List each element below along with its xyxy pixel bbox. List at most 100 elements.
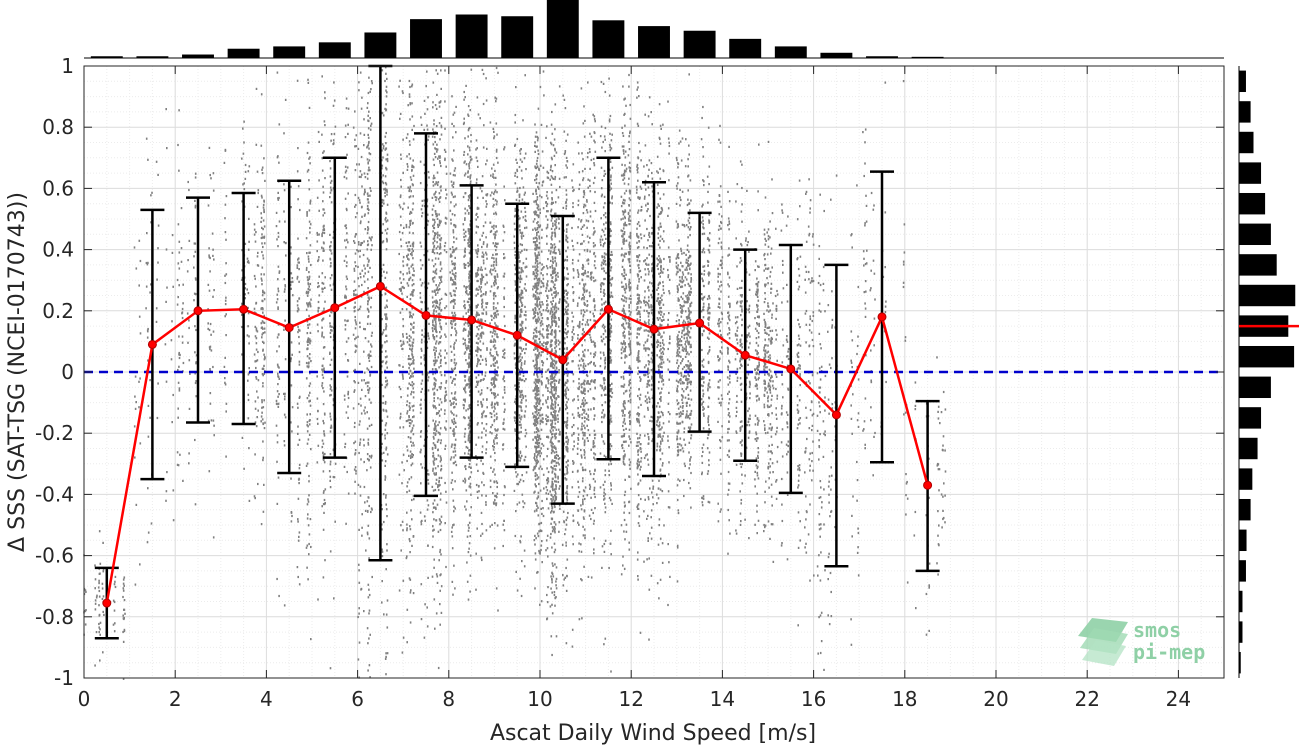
scatter-point: [453, 283, 455, 286]
scatter-point: [494, 339, 496, 342]
scatter-point: [178, 365, 180, 368]
scatter-point: [482, 378, 484, 381]
scatter-point: [275, 399, 278, 402]
scatter-point: [296, 277, 299, 280]
scatter-point: [437, 257, 440, 260]
scatter-point: [330, 262, 332, 265]
scatter-point: [479, 238, 481, 241]
scatter-point: [367, 669, 369, 672]
scatter-point: [398, 385, 401, 389]
scatter-point: [384, 175, 387, 178]
scatter-point: [477, 337, 480, 340]
scatter-point: [536, 174, 538, 177]
scatter-point: [424, 603, 426, 606]
scatter-point: [411, 102, 413, 105]
scatter-point: [537, 435, 539, 438]
scatter-point: [463, 90, 465, 94]
scatter-point: [366, 264, 369, 267]
scatter-point: [360, 587, 363, 590]
scatter-point: [316, 233, 319, 236]
scatter-point: [494, 269, 497, 273]
scatter-point: [368, 398, 371, 401]
scatter-point: [436, 72, 439, 75]
scatter-point: [440, 124, 443, 127]
scatter-point: [406, 511, 408, 514]
scatter-point: [452, 305, 455, 308]
scatter-point: [386, 382, 389, 385]
scatter-point: [255, 348, 258, 351]
scatter-point: [433, 437, 435, 440]
scatter-point: [284, 220, 286, 223]
scatter-point: [307, 283, 310, 286]
scatter-point: [408, 538, 411, 541]
scatter-point: [451, 213, 454, 216]
scatter-point: [453, 111, 456, 114]
scatter-point: [453, 430, 455, 433]
scatter-point: [357, 658, 360, 661]
scatter-point: [493, 284, 496, 287]
scatter-point: [533, 510, 536, 513]
scatter-point: [437, 289, 440, 292]
scatter-point: [264, 421, 266, 424]
scatter-point: [353, 292, 355, 295]
scatter-point: [363, 191, 366, 194]
scatter-point: [322, 259, 324, 262]
scatter-point: [308, 340, 310, 343]
scatter-point: [439, 242, 442, 245]
scatter-point: [305, 308, 308, 311]
scatter-point: [521, 326, 524, 330]
scatter-point: [533, 272, 536, 275]
scatter-point: [464, 160, 466, 163]
scatter-point: [316, 240, 319, 243]
scatter-point: [211, 232, 214, 235]
scatter-point: [519, 352, 522, 355]
scatter-point: [363, 275, 365, 278]
scatter-point: [438, 234, 441, 237]
scatter-point: [299, 208, 301, 212]
scatter-point: [172, 285, 174, 288]
scatter-point: [354, 327, 357, 330]
scatter-point: [535, 145, 538, 148]
scatter-point: [224, 231, 227, 234]
scatter-point: [263, 327, 266, 330]
scatter-point: [427, 96, 429, 99]
scatter-point: [323, 422, 325, 425]
scatter-point: [323, 367, 325, 370]
scatter-point: [433, 387, 436, 390]
scatter-point: [469, 109, 472, 112]
scatter-point: [368, 637, 370, 640]
scatter-point: [329, 430, 332, 433]
scatter-point: [465, 467, 467, 471]
scatter-point: [493, 396, 496, 399]
scatter-point: [333, 132, 336, 136]
scatter-point: [363, 485, 366, 489]
scatter-point: [399, 112, 402, 115]
scatter-point: [525, 347, 527, 351]
scatter-point: [423, 444, 425, 447]
scatter-point: [481, 306, 483, 309]
scatter-point: [521, 249, 523, 252]
scatter-point: [503, 428, 506, 431]
scatter-point: [437, 198, 440, 201]
scatter-point: [329, 387, 332, 391]
scatter-point: [318, 233, 320, 236]
scatter-point: [366, 453, 369, 456]
scatter-point: [437, 225, 439, 228]
scatter-point: [513, 215, 516, 218]
scatter-point: [477, 328, 480, 331]
scatter-point: [317, 310, 319, 313]
scatter-point: [261, 411, 263, 414]
scatter-point: [367, 300, 369, 303]
scatter-point: [518, 271, 521, 274]
scatter-point: [329, 412, 331, 415]
scatter-point: [367, 102, 369, 105]
scatter-point: [485, 99, 488, 102]
scatter-point: [284, 98, 287, 101]
scatter-point: [515, 421, 517, 424]
scatter-point: [537, 282, 539, 285]
scatter-point: [307, 258, 310, 261]
scatter-point: [494, 176, 497, 179]
scatter-point: [403, 226, 405, 229]
scatter-point: [468, 230, 471, 233]
scatter-point: [432, 489, 435, 492]
